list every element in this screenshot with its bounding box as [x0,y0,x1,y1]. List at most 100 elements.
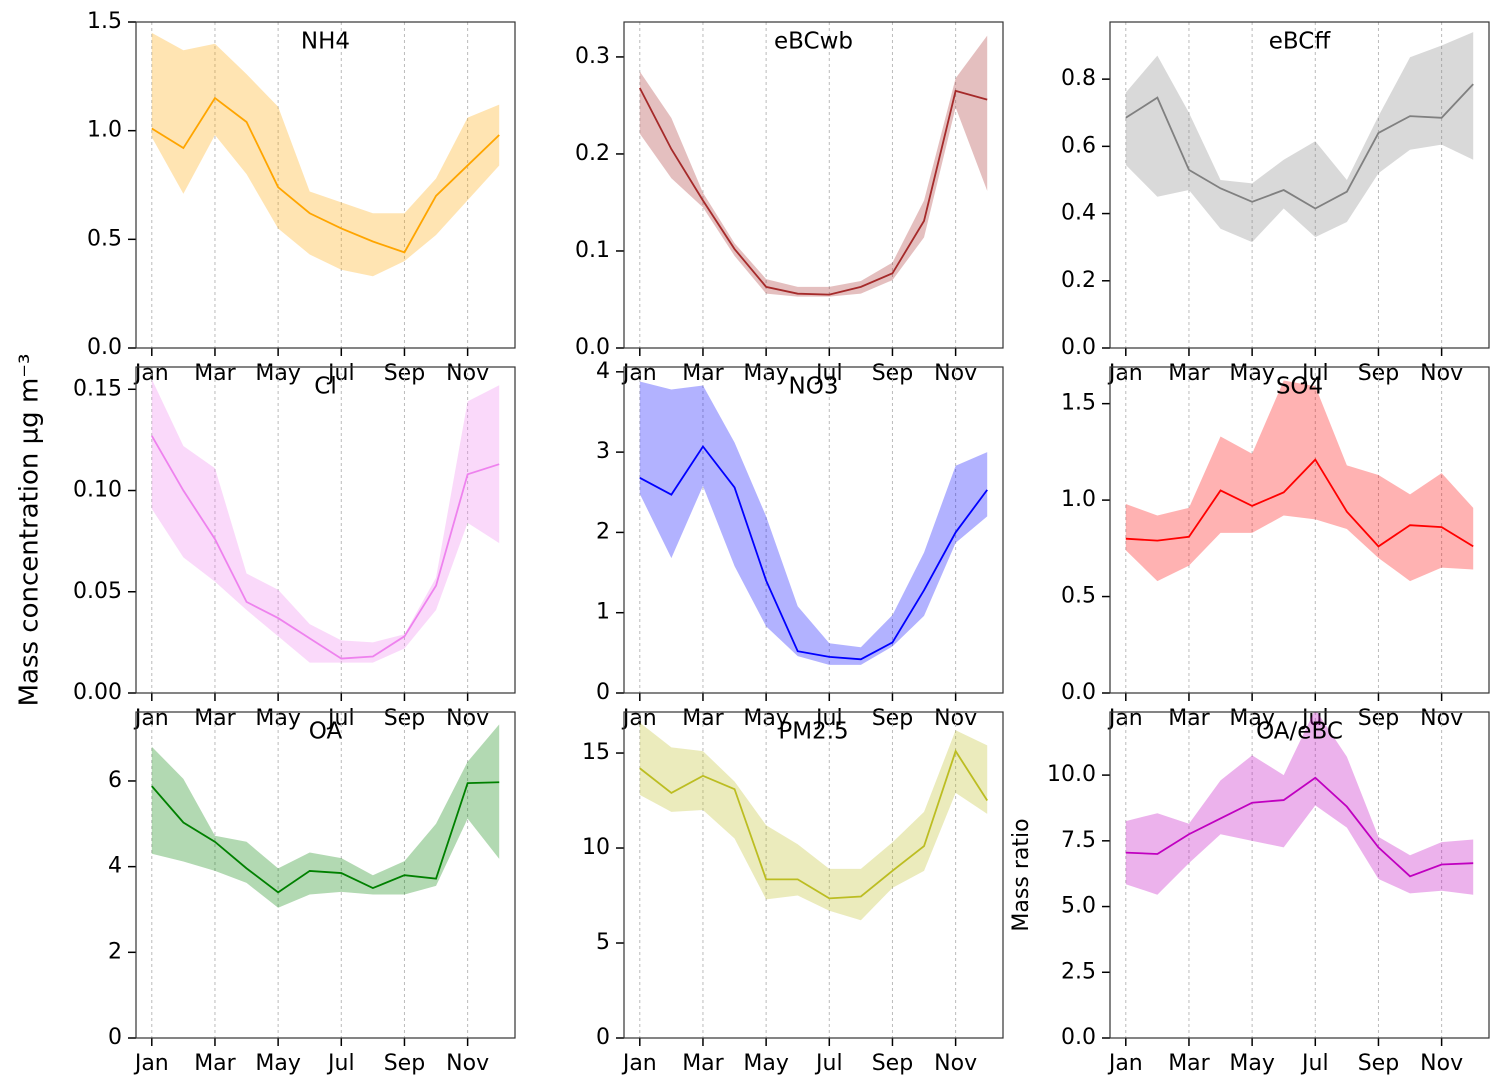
y-tick-label: 0.0 [1061,680,1096,705]
line [639,444,988,661]
line [151,96,500,254]
band [1125,32,1474,243]
x-tick-label: Jan [133,1051,169,1076]
panel-title: NH4 [301,29,350,55]
x-tick-label: Jul [814,1051,843,1076]
plot-frame [623,366,1004,694]
y-tick-label: 0.2 [575,141,610,166]
y-tick-label: 0.15 [73,376,122,401]
x-tick-label: Mar [1168,1051,1210,1076]
band [1125,380,1474,582]
y-tick-label: 0 [108,1025,122,1050]
x-tick-label: Sep [384,1051,425,1076]
y-tick-label: 1.0 [1061,487,1096,512]
band [639,381,988,665]
x-tick-label: Nov [934,1051,977,1076]
y-tick-label: 0.5 [87,226,122,251]
y-tick-label: 10.0 [1047,762,1096,787]
y-tick-label: 0.0 [87,335,122,360]
x-tick-label: Jan [1107,1051,1143,1076]
y-axis-label: Mass ratio [1009,818,1034,931]
line [151,435,500,660]
x-tick-label: May [743,1051,788,1076]
x-tick-label: Sep [1358,1051,1399,1076]
x-tick-label: Nov [446,1051,489,1076]
y-tick-label: 0.05 [73,579,122,604]
y-tick-label: 4 [596,359,610,384]
y-tick-label: 0.4 [1061,201,1096,226]
y-tick-label: 0.8 [1061,66,1096,91]
y-tick-label: 2.5 [1061,959,1096,984]
y-tick-label: 3 [596,439,610,464]
y-tick-label: 10 [582,835,610,860]
y-tick-label: 0.10 [73,478,122,503]
y-tick-label: 6 [108,768,122,793]
y-tick-label: 5 [596,930,610,955]
band [151,379,500,663]
x-tick-label: Nov [1420,1051,1463,1076]
y-tick-label: 0.00 [73,680,122,705]
y-tick-label: 0.6 [1061,133,1096,158]
band [1125,712,1474,895]
x-tick-label: Jan [1107,706,1143,731]
y-tick-label: 7.5 [1061,828,1096,853]
line [1125,776,1474,878]
band [639,722,988,921]
panel-title: SO4 [1276,374,1323,400]
plot-frame [1109,21,1490,349]
x-tick-label: Jul [326,706,355,731]
plot-frame [135,21,516,349]
y-tick-label: 4 [108,854,122,879]
plot-frame [1109,366,1490,694]
plot-frame [1109,711,1490,1039]
x-tick-label: Sep [872,1051,913,1076]
y-tick-label: 1.5 [1061,391,1096,416]
y-tick-label: 0.0 [575,335,610,360]
panel-title: OA [309,719,343,745]
plot-frame [623,711,1004,1039]
x-tick-label: Mar [682,1051,724,1076]
x-tick-label: Jul [1300,1051,1329,1076]
y-tick-label: 0.0 [1061,1025,1096,1050]
line [1125,458,1474,548]
band [151,32,500,277]
line [638,87,988,296]
x-tick-label: Jul [814,361,843,386]
x-tick-label: Jul [1300,706,1329,731]
x-tick-label: Jan [621,706,657,731]
y-tick-label: 0.0 [1061,335,1096,360]
y-tick-label: 0.3 [575,44,610,69]
panel-title: NO3 [789,374,839,400]
x-tick-label: Jan [133,361,169,386]
x-tick-label: May [255,1051,300,1076]
x-tick-label: Jul [326,361,355,386]
y-tick-label: 2 [596,519,610,544]
x-tick-label: Jul [814,706,843,731]
x-tick-label: May [1229,1051,1274,1076]
line [1125,83,1474,210]
band [151,724,500,908]
band [639,35,988,297]
line [639,749,988,900]
plot-frame [623,21,1004,349]
y-tick-label: 0 [596,680,610,705]
y-tick-label: 0.5 [1061,584,1096,609]
y-tick-label: 1 [596,600,610,625]
x-tick-label: Jul [1300,361,1329,386]
y-tick-label: 1.5 [87,9,122,34]
panel-title: eBCwb [774,29,853,55]
x-tick-label: Jul [326,1051,355,1076]
x-tick-label: Mar [194,1051,236,1076]
y-axis-label: Mass concentration µg m⁻³ [15,354,45,707]
y-tick-label: 15 [582,740,610,765]
panel-title: eBCff [1269,29,1332,55]
panel-title: OA/eBC [1256,719,1343,745]
x-tick-label: Jan [621,361,657,386]
plot-frame [135,366,516,694]
x-tick-label: Jan [1107,361,1143,386]
y-tick-label: 1.0 [87,118,122,143]
y-tick-label: 0.2 [1061,268,1096,293]
y-tick-label: 5.0 [1061,894,1096,919]
x-tick-label: Jan [133,706,169,731]
